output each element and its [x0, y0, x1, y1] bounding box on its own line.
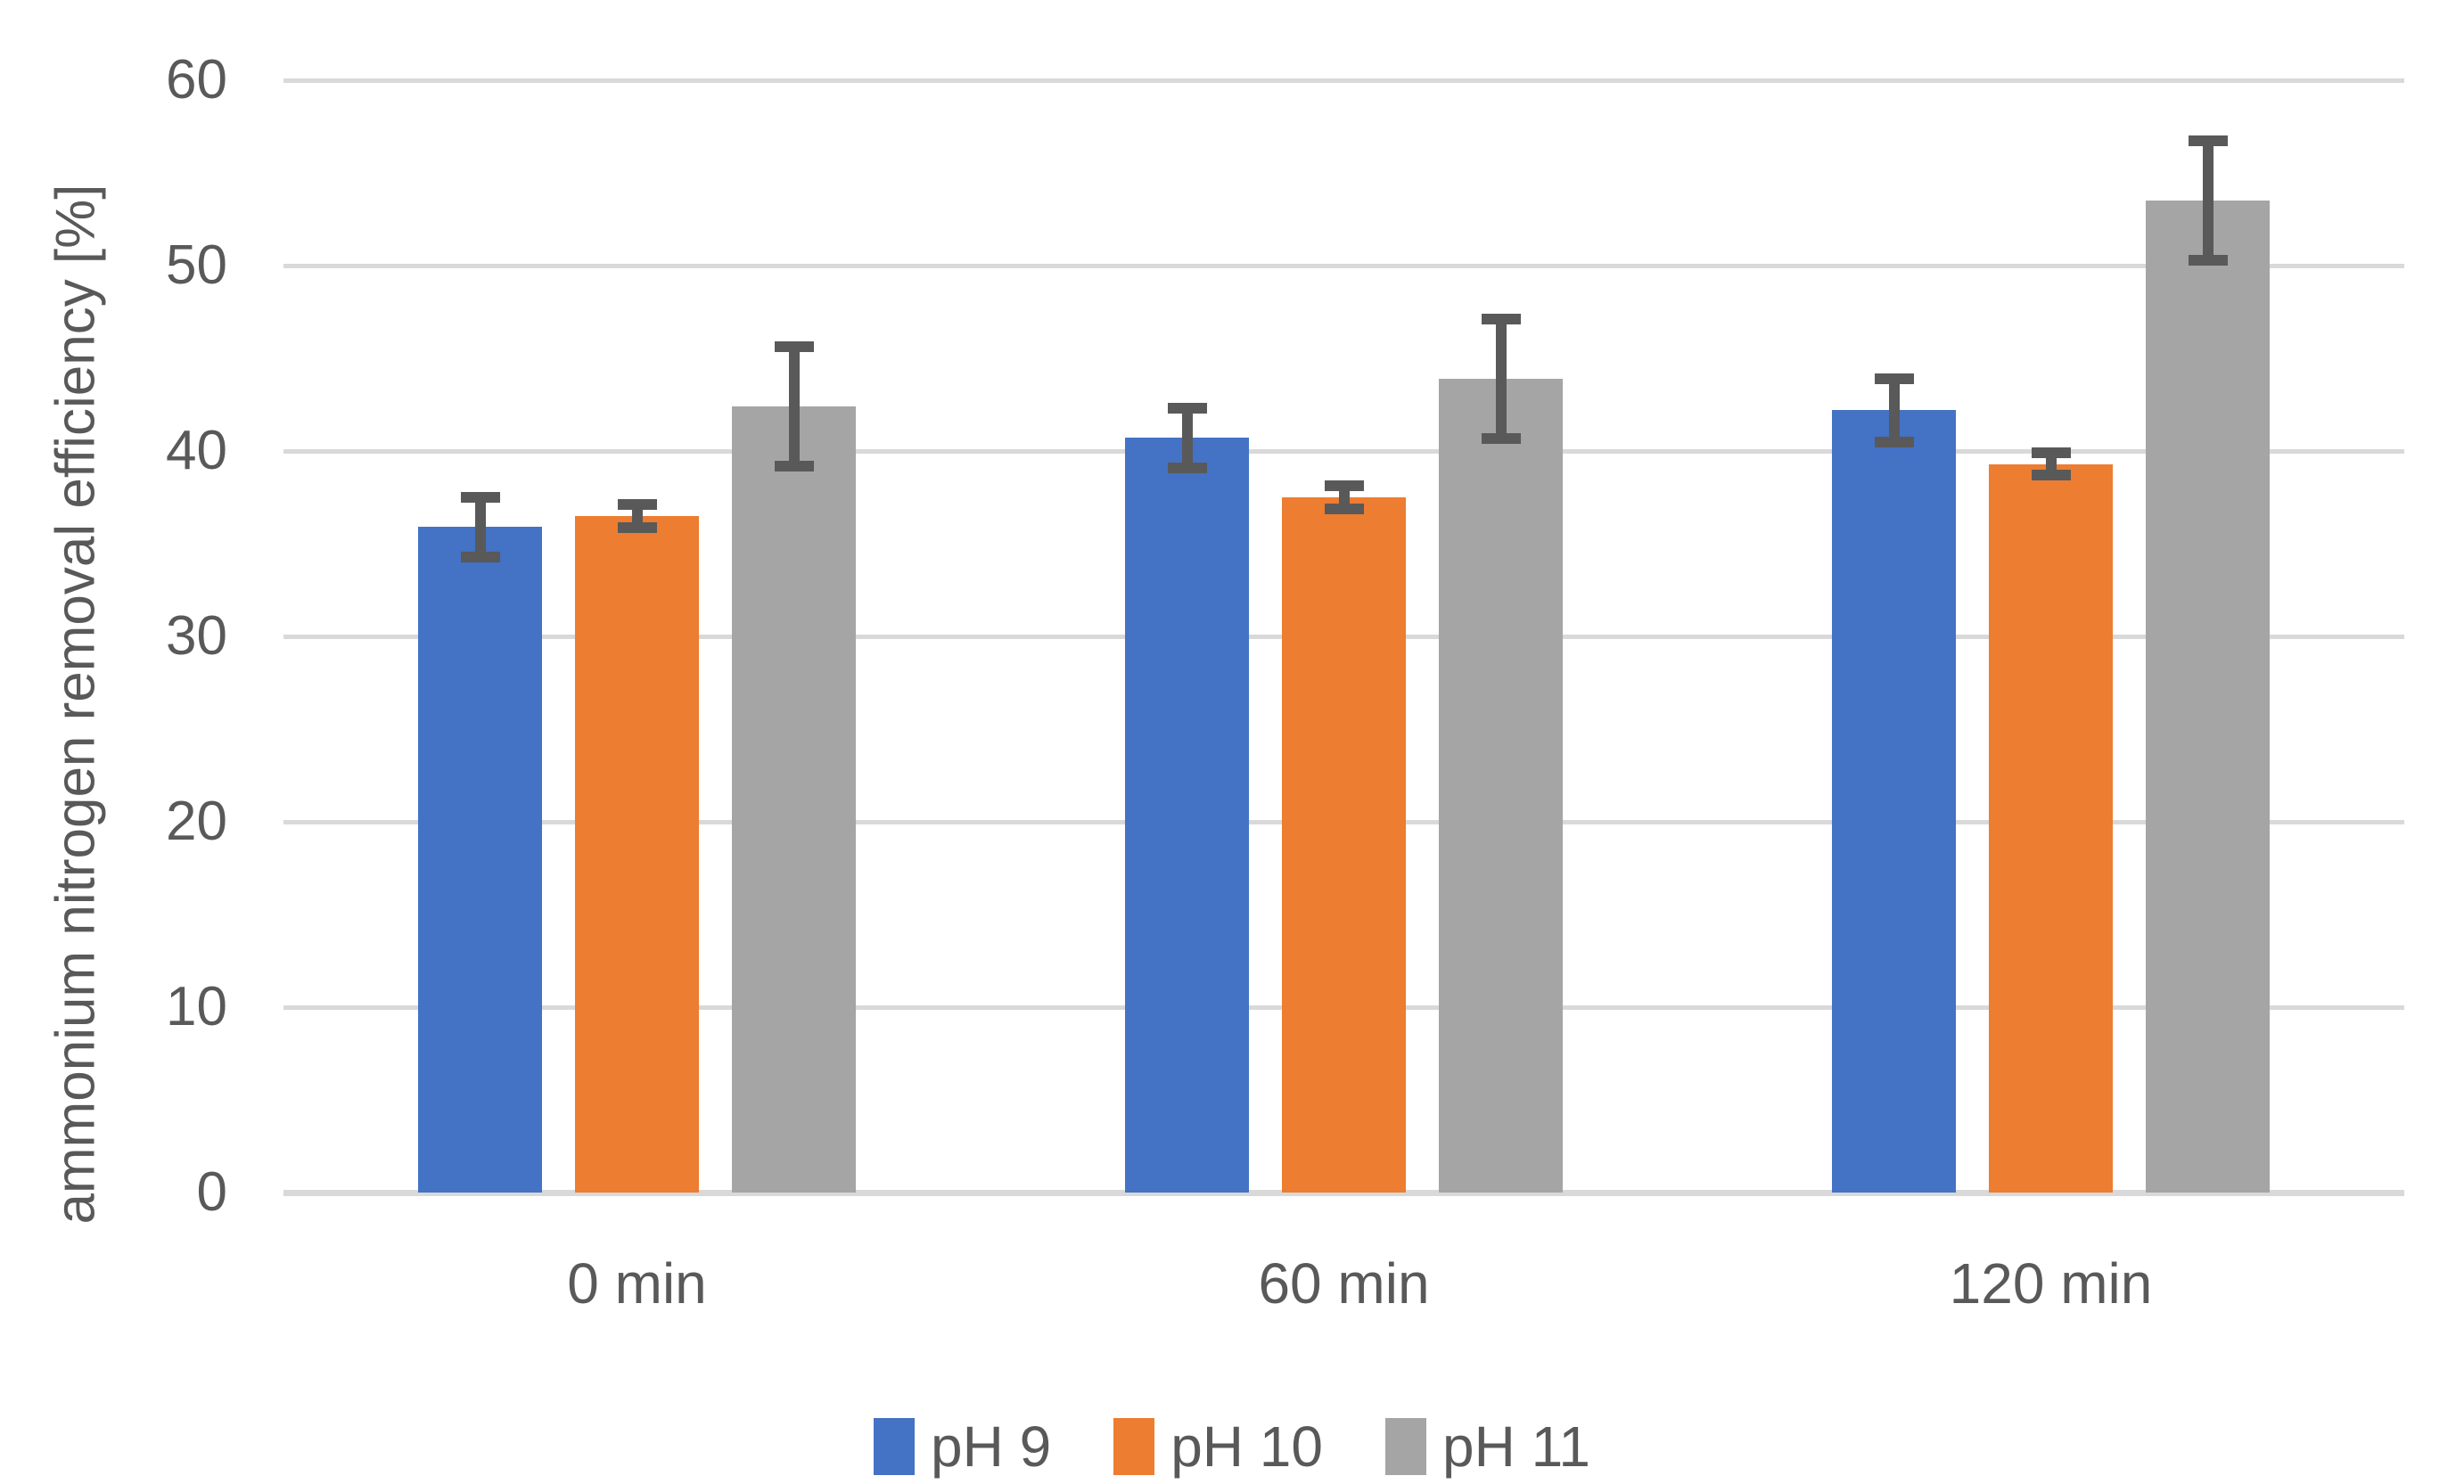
error-bar-cap — [617, 499, 657, 511]
legend-swatch — [1113, 1417, 1155, 1475]
legend-item-ph-9: pH 9 — [874, 1414, 1052, 1479]
bar-ph-10-120-min — [1989, 463, 2113, 1193]
gridline — [283, 449, 2404, 454]
error-bar-cap — [1324, 503, 1364, 514]
bar-ph-9-60-min — [1125, 438, 1249, 1193]
x-tick-label: 120 min — [1949, 1251, 2153, 1316]
legend-swatch — [1384, 1417, 1426, 1475]
legend-item-ph-11: pH 11 — [1384, 1414, 1590, 1479]
y-tick-label: 60 — [166, 49, 227, 111]
y-tick-label: 0 — [196, 1161, 227, 1223]
bar-ph-11-120-min — [2146, 201, 2270, 1193]
y-axis-title: ammonium nitrogen removal efficiency [%] — [45, 184, 107, 1225]
bar-ph-10-60-min — [1282, 497, 1406, 1193]
gridline — [283, 264, 2404, 268]
y-tick-label: 30 — [166, 605, 227, 667]
bar-ph-10-0-min — [575, 515, 699, 1193]
error-bar-cap — [774, 460, 814, 471]
y-tick-label: 50 — [166, 234, 227, 296]
error-bar-cap — [1874, 373, 1914, 384]
legend-label: pH 9 — [931, 1414, 1052, 1479]
error-bar — [788, 341, 800, 471]
legend-swatch — [874, 1417, 915, 1475]
error-bar — [1181, 402, 1193, 473]
error-bar-cap — [2188, 255, 2228, 266]
error-bar-cap — [1481, 314, 1521, 325]
x-tick-label: 60 min — [1258, 1251, 1430, 1316]
error-bar-cap — [2188, 135, 2228, 147]
gridline — [283, 78, 2404, 83]
error-bar — [1888, 373, 1900, 447]
legend-label: pH 11 — [1441, 1414, 1590, 1479]
legend-label: pH 10 — [1170, 1414, 1323, 1479]
x-axis-line — [283, 1190, 2404, 1196]
error-bar-cap — [1874, 436, 1914, 447]
bar-ph-9-0-min — [418, 527, 542, 1193]
error-bar-cap — [1167, 402, 1207, 414]
error-bar-cap — [460, 491, 500, 503]
error-bar-cap — [1481, 432, 1521, 444]
y-tick-label: 40 — [166, 420, 227, 481]
bar-ph-9-120-min — [1832, 410, 1956, 1193]
error-bar-cap — [1167, 462, 1207, 473]
legend: pH 9 pH 10 pH 11 — [0, 1408, 2464, 1484]
y-tick-label: 20 — [166, 791, 227, 852]
bar-ph-11-0-min — [732, 406, 856, 1193]
y-tick-label: 10 — [166, 976, 227, 1037]
error-bar — [2202, 135, 2213, 266]
x-tick-label: 0 min — [567, 1251, 707, 1316]
error-bar — [1495, 314, 1507, 444]
bar-ph-11-60-min — [1439, 378, 1563, 1193]
plot-area — [283, 78, 2404, 1196]
legend-item-ph-10: pH 10 — [1113, 1414, 1323, 1479]
error-bar-cap — [617, 521, 657, 533]
error-bar-cap — [774, 341, 814, 353]
error-bar — [474, 491, 486, 562]
error-bar-cap — [2031, 447, 2071, 458]
error-bar-cap — [460, 551, 500, 562]
error-bar-cap — [2031, 470, 2071, 481]
error-bar-cap — [1324, 480, 1364, 492]
